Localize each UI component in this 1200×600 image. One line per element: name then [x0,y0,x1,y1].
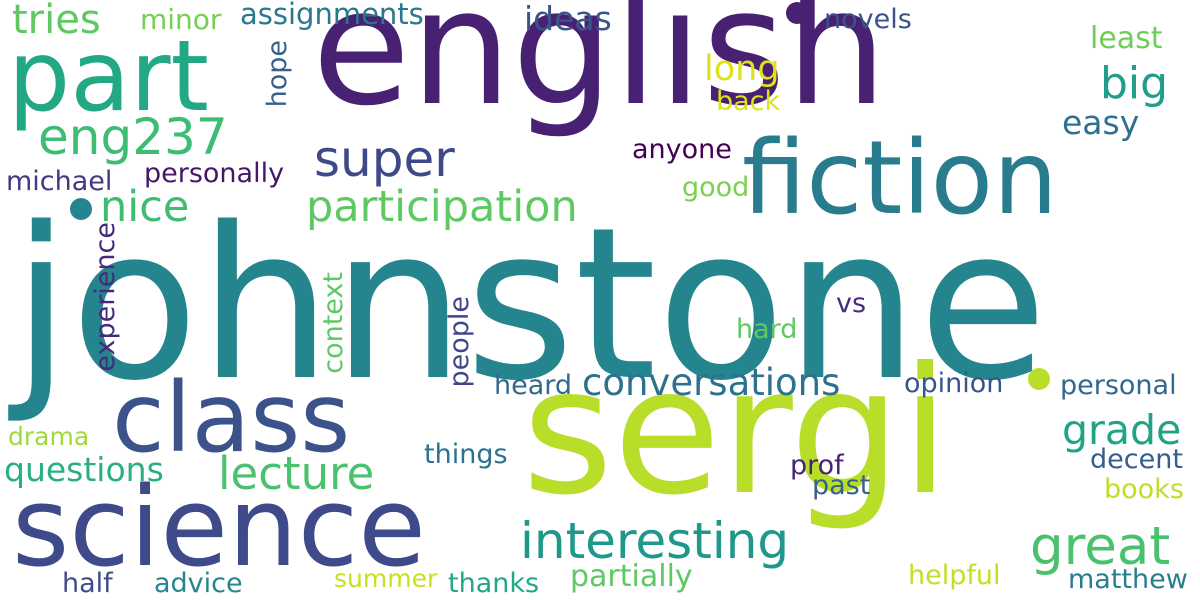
word-interesting: interesting [520,512,790,570]
word-minor: minor [140,3,222,36]
word-conversations: conversations [582,361,841,404]
word-fiction: fiction [742,119,1058,238]
word-assignments: assignments [240,0,424,31]
word-context: context [318,272,349,374]
word-past: past [812,470,871,501]
word-good: good [682,172,750,203]
dot-marker [1028,368,1050,390]
word-class: class [112,362,351,474]
word-great: great [1030,516,1171,577]
word-michael: michael [6,166,113,197]
word-nice: nice [100,182,190,232]
word-opinion: opinion [904,368,1004,399]
word-personally: personally [144,158,285,189]
word-vs: vs [836,288,867,319]
word-science: science [12,463,426,591]
word-prof: prof [790,450,844,481]
word-hard: hard [736,314,798,345]
word-books: books [1104,474,1184,505]
word-heard: heard [494,370,573,401]
word-easy: easy [1062,103,1140,142]
word-questions: questions [4,450,164,489]
word-personal: personal [1060,370,1177,401]
word-experience: experience [90,222,121,372]
word-hope: hope [262,40,293,108]
word-things: things [424,439,508,470]
word-novels: novels [824,4,912,35]
word-big: big [1100,58,1169,109]
word-participation: participation [306,182,578,232]
dot-marker [786,2,808,24]
word-lecture: lecture [218,447,375,500]
word-decent: decent [1090,444,1183,475]
word-long: long [704,49,780,89]
word-summer: summer [334,564,438,593]
word-anyone: anyone [632,134,732,165]
word-super: super [314,130,455,188]
word-thanks: thanks [448,568,540,599]
word-tries: tries [12,0,101,43]
word-helpful: helpful [908,560,1001,591]
word-partially: partially [570,559,693,594]
word-drama: drama [8,422,90,451]
word-ideas: ideas [524,0,612,38]
word-sergi: sergi [522,331,950,534]
word-least: least [1090,21,1163,56]
word-half: half [62,568,113,599]
word-johnstone: johnstone [12,182,1048,427]
word-matthew: matthew [1068,564,1188,595]
word-back: back [716,86,781,117]
dot-marker [70,198,92,220]
word-grade: grade [1062,406,1182,454]
word-part: part [8,20,209,134]
word-advice: advice [154,568,243,599]
word-eng237: eng237 [38,108,228,166]
word-people: people [444,296,475,388]
